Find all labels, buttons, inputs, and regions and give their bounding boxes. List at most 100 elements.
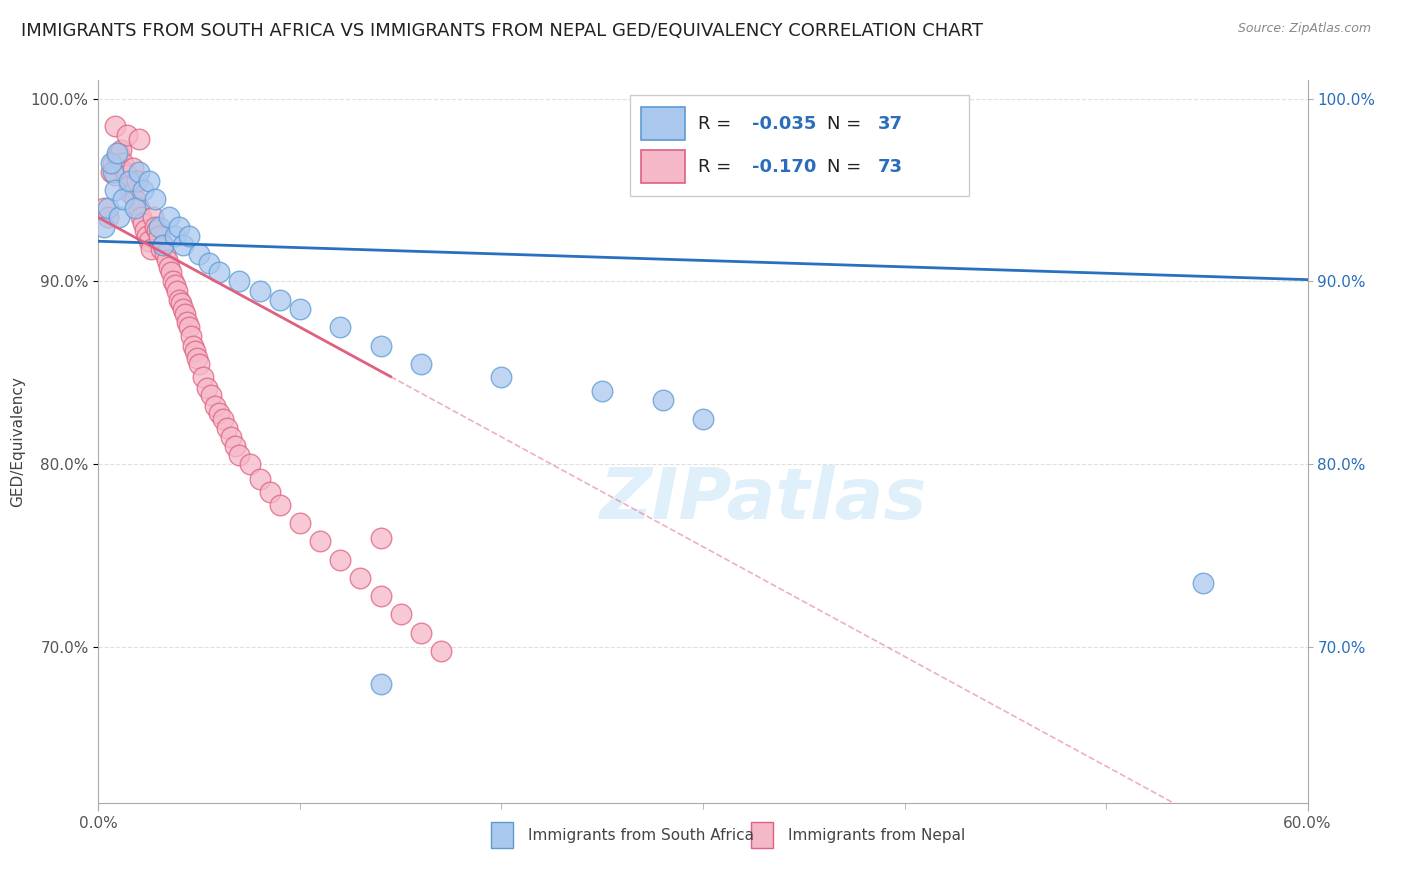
Point — [181, 338, 204, 352]
Point — [167, 293, 190, 307]
Point — [217, 421, 239, 435]
Point — [204, 399, 226, 413]
Point — [188, 247, 211, 261]
Point — [309, 534, 332, 549]
Point — [651, 393, 673, 408]
Point — [249, 472, 271, 486]
Point — [156, 252, 179, 267]
Point — [132, 183, 155, 197]
Point — [160, 265, 183, 279]
Point — [103, 119, 125, 133]
Point — [591, 384, 613, 399]
Point — [118, 174, 141, 188]
Point — [329, 320, 352, 334]
Point — [143, 219, 166, 234]
Point — [249, 284, 271, 298]
Point — [409, 357, 432, 371]
Point — [97, 211, 120, 225]
Point — [409, 625, 432, 640]
Point — [186, 351, 208, 366]
Point — [143, 192, 166, 206]
Point — [288, 516, 311, 530]
Point — [349, 571, 371, 585]
Point — [100, 165, 122, 179]
Point — [135, 228, 157, 243]
Point — [103, 169, 125, 183]
Point — [172, 238, 194, 252]
Point — [103, 183, 125, 197]
Point — [166, 284, 188, 298]
Point — [107, 146, 129, 161]
Point — [101, 155, 124, 169]
Point — [180, 329, 202, 343]
Point — [163, 228, 186, 243]
Point — [115, 169, 138, 183]
Point — [148, 219, 170, 234]
Point — [110, 143, 132, 157]
Point — [162, 275, 184, 289]
Point — [172, 301, 194, 316]
Point — [167, 219, 190, 234]
Point — [101, 165, 124, 179]
Point — [174, 307, 197, 321]
Point — [212, 411, 235, 425]
Point — [389, 607, 412, 622]
Point — [221, 430, 243, 444]
Point — [118, 179, 141, 194]
Point — [269, 498, 291, 512]
Point — [132, 216, 155, 230]
Point — [370, 589, 392, 603]
Point — [157, 211, 180, 225]
Point — [138, 174, 160, 188]
Point — [152, 238, 174, 252]
Point — [157, 260, 180, 274]
Point — [153, 247, 176, 261]
Point — [128, 202, 150, 216]
Text: ZIPatlas: ZIPatlas — [600, 465, 927, 533]
Point — [121, 161, 143, 175]
Point — [208, 265, 231, 279]
Point — [329, 552, 352, 566]
Point — [115, 128, 138, 143]
Point — [179, 320, 201, 334]
Point — [430, 644, 453, 658]
Point — [370, 677, 392, 691]
Point — [224, 439, 246, 453]
Point — [195, 381, 218, 395]
Point — [228, 448, 250, 462]
Point — [491, 369, 513, 384]
Point — [269, 293, 291, 307]
Point — [370, 531, 392, 545]
Point — [114, 165, 136, 179]
Point — [200, 388, 222, 402]
Point — [111, 155, 134, 169]
Point — [188, 357, 211, 371]
Point — [139, 242, 162, 256]
Point — [146, 223, 169, 237]
Point — [228, 275, 250, 289]
Point — [259, 484, 281, 499]
Point — [105, 150, 128, 164]
Text: Source: ZipAtlas.com: Source: ZipAtlas.com — [1237, 22, 1371, 36]
Point — [105, 146, 128, 161]
Point — [239, 458, 262, 472]
Point — [1191, 576, 1213, 591]
Point — [100, 155, 122, 169]
Y-axis label: GED/Equivalency: GED/Equivalency — [10, 376, 25, 507]
Point — [128, 132, 150, 146]
Point — [129, 211, 152, 225]
Point — [142, 211, 165, 225]
Point — [176, 315, 198, 329]
Point — [148, 228, 170, 243]
Point — [93, 219, 115, 234]
Point — [179, 228, 201, 243]
Point — [193, 369, 215, 384]
Point — [97, 202, 120, 216]
Point — [149, 242, 172, 256]
Text: IMMIGRANTS FROM SOUTH AFRICA VS IMMIGRANTS FROM NEPAL GED/EQUIVALENCY CORRELATIO: IMMIGRANTS FROM SOUTH AFRICA VS IMMIGRAN… — [21, 22, 983, 40]
Point — [288, 301, 311, 316]
Point — [184, 343, 207, 358]
Point — [128, 165, 150, 179]
Point — [198, 256, 221, 270]
Point — [93, 202, 115, 216]
